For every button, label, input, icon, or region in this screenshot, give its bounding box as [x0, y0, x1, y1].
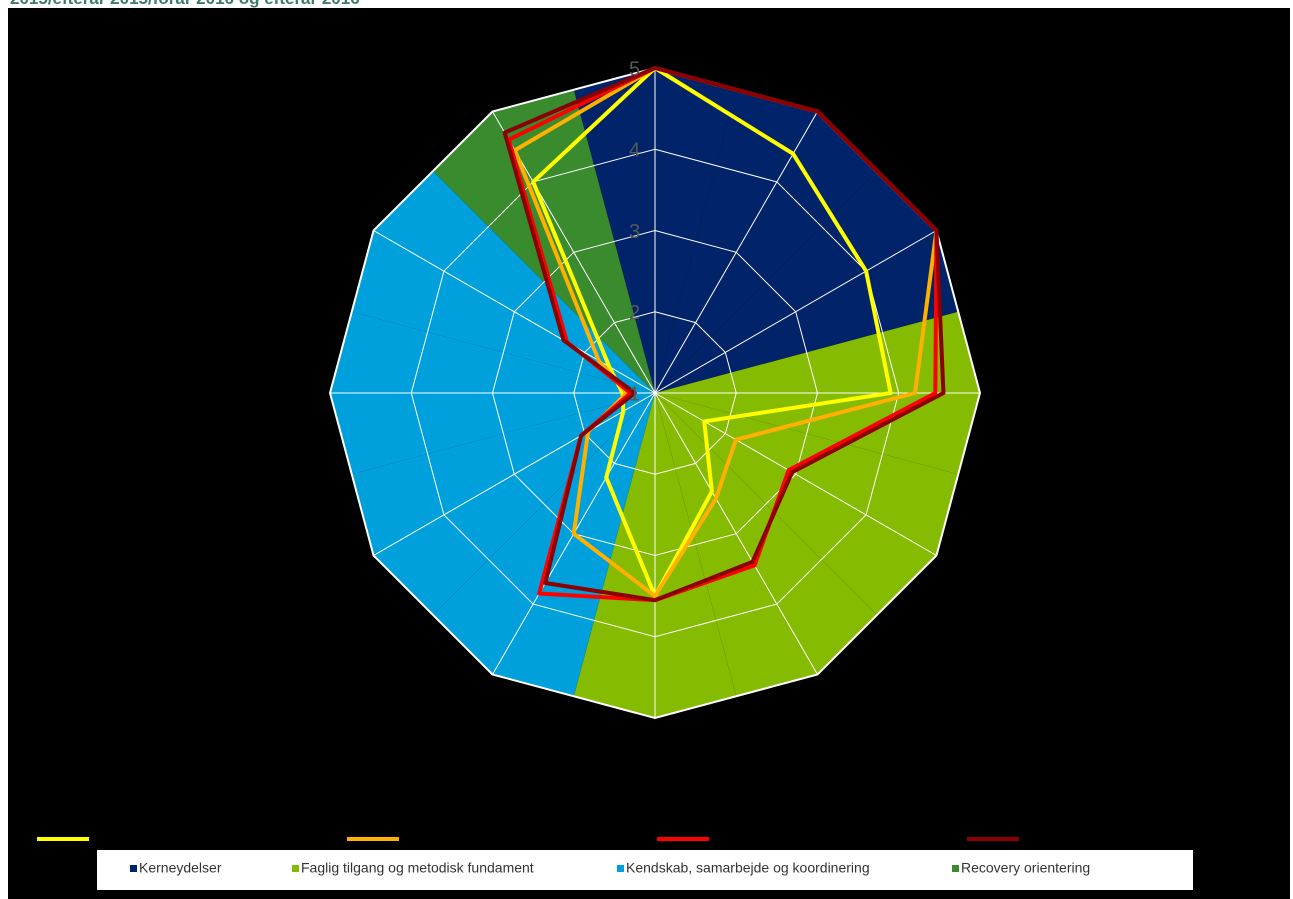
legend-swatch	[130, 865, 137, 872]
area-sector	[433, 393, 655, 697]
area-sector	[655, 393, 959, 615]
area-sector	[433, 89, 655, 393]
legend-label: Kerneydelser	[139, 860, 222, 876]
r-tick-label: 1	[629, 383, 640, 405]
series-line	[502, 66, 946, 603]
legend-box	[97, 850, 1193, 890]
chart-title: 2015/efterår 2015/forår 2016 og efterår …	[10, 0, 360, 8]
spoke	[373, 392, 656, 556]
spoke	[654, 111, 818, 394]
r-tick-label: 2	[629, 302, 640, 324]
r-tick-label: 4	[629, 140, 640, 162]
r-tick-label: 5	[629, 58, 640, 80]
legend-label: Kendskab, samarbejde og koordinering	[626, 860, 870, 876]
spoke	[654, 392, 937, 556]
r-tick-label: 3	[629, 221, 640, 243]
legend-label: Recovery orientering	[961, 860, 1090, 876]
area-sector	[655, 171, 959, 393]
legend-label: Faglig tilgang og metodisk fundament	[301, 860, 534, 876]
area-sector	[351, 171, 655, 393]
spoke	[654, 392, 818, 675]
spoke	[654, 230, 937, 394]
legend-swatch	[617, 865, 624, 872]
legend-swatch	[952, 865, 959, 872]
legend-swatch	[292, 865, 299, 872]
area-sector	[655, 89, 877, 393]
